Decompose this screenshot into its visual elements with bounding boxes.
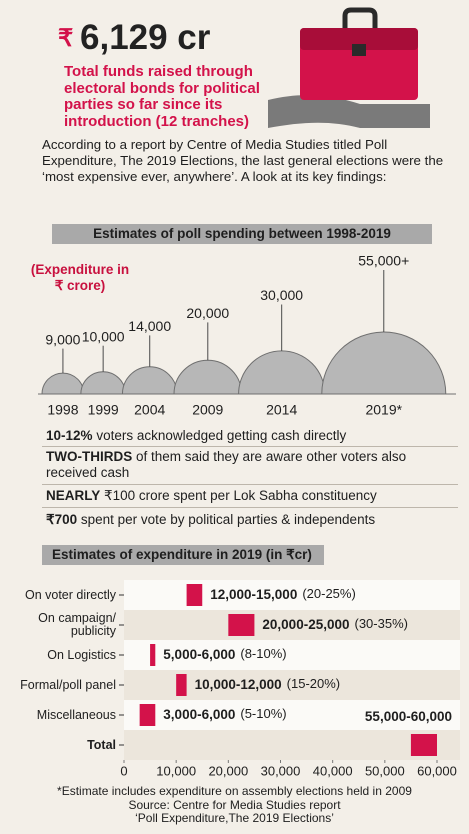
x-tick-label: 50,000 bbox=[365, 763, 405, 778]
finding-lead: NEARLY bbox=[46, 488, 100, 503]
category-label: On campaign/ publicity bbox=[0, 610, 116, 640]
chart-title: Estimates of expenditure in 2019 (in ₹cr… bbox=[42, 545, 324, 565]
x-tick-label: 20,000 bbox=[208, 763, 248, 778]
finding-text: ₹100 crore spent per Lok Sabha constitue… bbox=[104, 488, 377, 503]
range-label: 10,000-12,000 bbox=[195, 677, 282, 692]
bar bbox=[176, 674, 186, 696]
x-tick-label: 30,000 bbox=[261, 763, 301, 778]
bar bbox=[187, 584, 203, 606]
category-label: Formal/poll panel bbox=[0, 670, 116, 700]
subtitle: Total funds raised through electoral bon… bbox=[64, 64, 289, 130]
bar bbox=[150, 644, 155, 666]
finding: ₹700 spent per vote by political parties… bbox=[46, 512, 456, 528]
year-label: 2014 bbox=[266, 402, 297, 418]
semicircle bbox=[81, 372, 126, 394]
range-label: 3,000-6,000 bbox=[163, 707, 235, 722]
bar-label: 55,000-60,000 bbox=[365, 709, 452, 724]
briefcase-icon bbox=[268, 10, 430, 128]
semicircle bbox=[174, 360, 242, 394]
y-axis-label: (Expenditure in ₹ crore) bbox=[30, 262, 130, 294]
share-label: (5-10%) bbox=[240, 706, 286, 721]
intro: According to a report by Centre of Media… bbox=[42, 137, 457, 185]
bar bbox=[140, 704, 156, 726]
x-tick-label: 0 bbox=[120, 763, 127, 778]
category-label: Total bbox=[0, 730, 116, 760]
value-label: 20,000 bbox=[186, 305, 229, 321]
value-label: 30,000 bbox=[260, 287, 303, 303]
separator bbox=[42, 484, 458, 485]
finding-lead: TWO-THIRDS bbox=[46, 449, 132, 464]
hand bbox=[268, 95, 430, 128]
source: ‘Poll Expenditure,The 2019 Elections’ bbox=[0, 812, 469, 825]
semicircle bbox=[42, 373, 84, 394]
category-label: On Logistics bbox=[0, 640, 116, 670]
x-tick-label: 10,000 bbox=[156, 763, 196, 778]
semicircle bbox=[239, 351, 325, 394]
range-label: 55,000-60,000 bbox=[365, 709, 452, 724]
value-label: 10,000 bbox=[82, 328, 125, 344]
value-label: 55,000+ bbox=[358, 253, 409, 269]
briefcase-handle bbox=[345, 10, 375, 28]
value-label: 9,000 bbox=[45, 331, 80, 347]
x-tick-label: 60,000 bbox=[417, 763, 457, 778]
share-label: (15-20%) bbox=[287, 676, 340, 691]
amount: 6,129 cr bbox=[80, 18, 210, 58]
year-label: 1999 bbox=[88, 402, 119, 418]
row-stripe bbox=[124, 730, 460, 760]
year-label: 2019* bbox=[365, 402, 402, 418]
range-label: 5,000-6,000 bbox=[163, 647, 235, 662]
separator bbox=[42, 507, 458, 508]
share-label: (8-10%) bbox=[240, 646, 286, 661]
category-label: On voter directly bbox=[0, 580, 116, 610]
separator bbox=[42, 446, 458, 447]
semicircle bbox=[122, 367, 177, 394]
x-tick-label: 40,000 bbox=[313, 763, 353, 778]
finding-text: spent per vote by political parties & in… bbox=[81, 512, 375, 527]
finding: NEARLY ₹100 crore spent per Lok Sabha co… bbox=[46, 488, 456, 504]
currency: ₹ bbox=[58, 24, 73, 53]
bar bbox=[411, 734, 437, 756]
bar-label: 3,000-6,000 (5-10%) bbox=[163, 706, 286, 721]
share-label: (20-25%) bbox=[302, 586, 355, 601]
finding: 10-12% voters acknowledged getting cash … bbox=[46, 428, 456, 444]
bar-label: 12,000-15,000 (20-25%) bbox=[210, 586, 356, 601]
year-label: 1998 bbox=[47, 402, 78, 418]
bar-label: 10,000-12,000 (15-20%) bbox=[195, 676, 341, 691]
bar-label: 5,000-6,000 (8-10%) bbox=[163, 646, 286, 661]
range-label: 20,000-25,000 bbox=[262, 617, 349, 632]
year-label: 2004 bbox=[134, 402, 165, 418]
finding: TWO-THIRDS of them said they are aware o… bbox=[46, 449, 426, 481]
share-label: (30-35%) bbox=[354, 616, 407, 631]
finding-lead: ₹700 bbox=[46, 512, 77, 527]
bar bbox=[228, 614, 254, 636]
category-label: Miscellaneous bbox=[0, 700, 116, 730]
finding-lead: 10-12% bbox=[46, 428, 93, 443]
chart-title: Estimates of poll spending between 1998-… bbox=[52, 224, 432, 244]
footnote: *Estimate includes expenditure on assemb… bbox=[0, 785, 469, 798]
bar-label: 20,000-25,000 (30-35%) bbox=[262, 616, 408, 631]
semicircle bbox=[322, 332, 446, 394]
finding-text: voters acknowledged getting cash directl… bbox=[96, 428, 346, 443]
page: 9,000 1998 10,000 1999 14,000 2004 20,000 2009 3… bbox=[0, 0, 469, 834]
briefcase-clasp bbox=[352, 44, 366, 56]
year-label: 2009 bbox=[192, 402, 223, 418]
range-label: 12,000-15,000 bbox=[210, 587, 297, 602]
value-label: 14,000 bbox=[128, 318, 171, 334]
